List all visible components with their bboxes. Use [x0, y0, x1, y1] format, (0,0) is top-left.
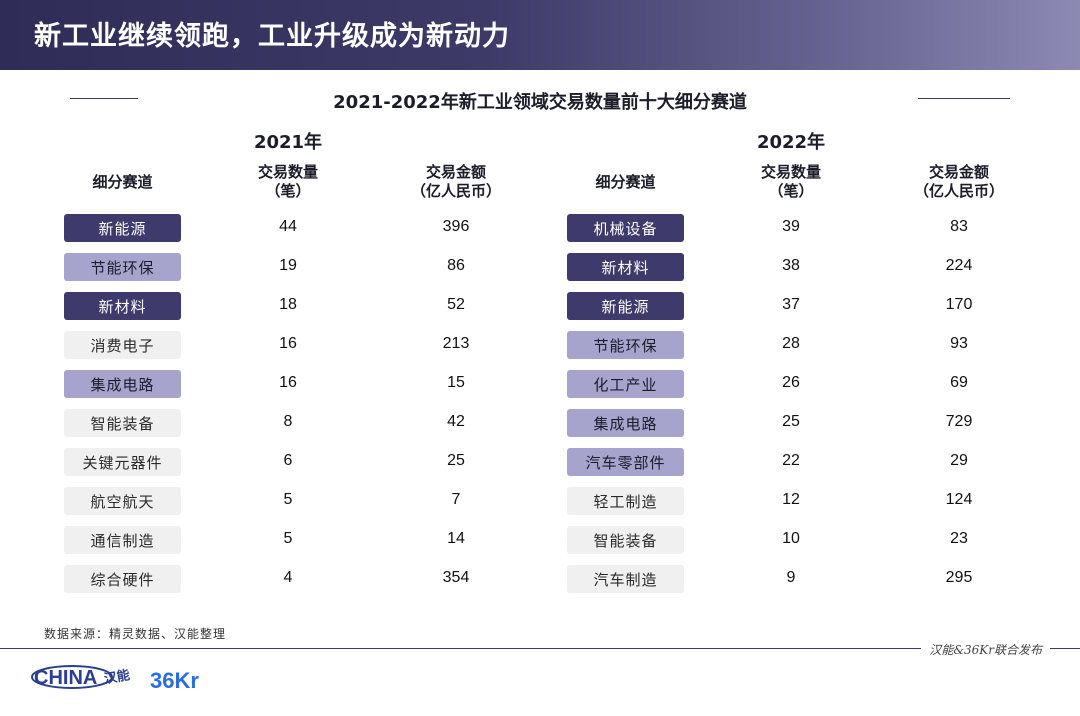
amount-value: 729 — [945, 413, 973, 430]
count-value: 12 — [782, 491, 800, 508]
amount-value: 25 — [447, 452, 465, 469]
count-value: 26 — [782, 374, 800, 391]
count-value: 44 — [279, 218, 297, 235]
track-badge: 节能环保 — [64, 253, 181, 281]
amount-value: 354 — [442, 569, 470, 586]
count-value: 38 — [782, 257, 800, 274]
amount-value: 170 — [945, 296, 973, 313]
count-value: 16 — [279, 374, 297, 391]
count-value: 28 — [782, 335, 800, 352]
amount-value: 23 — [950, 530, 968, 547]
track-badge: 轻工制造 — [567, 487, 684, 515]
36kr-logo: 36Kr — [150, 668, 199, 693]
title-left-rule — [70, 98, 138, 99]
china-hanneng-logo: CHINA 汉能 — [31, 665, 130, 689]
data-source: 数据来源：精灵数据、汉能整理 — [44, 627, 227, 641]
header-amount: 交易金额 （亿人民币） — [386, 163, 526, 201]
amount-value: 93 — [950, 335, 968, 352]
count-value: 16 — [279, 335, 297, 352]
header-count: 交易数量 （笔） — [731, 163, 851, 201]
svg-text:36Kr: 36Kr — [150, 668, 199, 693]
amount-value: 42 — [447, 413, 465, 430]
count-value: 19 — [279, 257, 297, 274]
year-label: 2021年 — [253, 132, 323, 153]
header-track: 细分赛道 — [92, 173, 153, 191]
amount-value: 15 — [447, 374, 465, 391]
header-banner: 新工业继续领跑，工业升级成为新动力 — [0, 0, 1080, 70]
track-badge: 汽车制造 — [567, 565, 684, 593]
table-title: 2021-2022年新工业领域交易数量前十大细分赛道 — [333, 92, 747, 113]
header-count-line2: （笔） — [768, 182, 814, 200]
track-badge: 智能装备 — [64, 409, 181, 437]
amount-value: 69 — [950, 374, 968, 391]
track-badge: 节能环保 — [567, 331, 684, 359]
track-badge: 汽车零部件 — [567, 448, 684, 476]
header-count: 交易数量 （笔） — [228, 163, 348, 201]
count-value: 5 — [283, 491, 293, 508]
count-value: 18 — [279, 296, 297, 313]
track-badge: 集成电路 — [567, 409, 684, 437]
header-amount-line2: （亿人民币） — [410, 182, 501, 200]
header-track: 细分赛道 — [595, 173, 656, 191]
track-badge: 机械设备 — [567, 214, 684, 242]
track-badge: 通信制造 — [64, 526, 181, 554]
title-right-rule — [918, 98, 1010, 99]
count-value: 9 — [786, 569, 796, 586]
amount-value: 295 — [945, 569, 973, 586]
header-amount-line1: 交易金额 — [425, 163, 486, 181]
count-value: 22 — [782, 452, 800, 469]
amount-value: 396 — [442, 218, 470, 235]
footer-note: 汉能&36Kr联合发布 — [921, 641, 1050, 658]
amount-value: 213 — [442, 335, 470, 352]
count-value: 25 — [782, 413, 800, 430]
amount-value: 29 — [950, 452, 968, 469]
svg-text:CHINA: CHINA — [34, 667, 97, 689]
track-badge: 新材料 — [64, 292, 181, 320]
header-amount-line1: 交易金额 — [928, 163, 989, 181]
amount-value: 52 — [447, 296, 465, 313]
count-value: 4 — [283, 569, 293, 586]
footer-rule — [0, 648, 1080, 649]
track-badge: 综合硬件 — [64, 565, 181, 593]
amount-value: 14 — [447, 530, 465, 547]
page-title: 新工业继续领跑，工业升级成为新动力 — [34, 21, 510, 52]
count-value: 37 — [782, 296, 800, 313]
track-badge: 新能源 — [567, 292, 684, 320]
header-count-line2: （笔） — [265, 182, 311, 200]
year-label: 2022年 — [756, 132, 826, 153]
count-value: 10 — [782, 530, 800, 547]
track-badge: 智能装备 — [567, 526, 684, 554]
count-value: 6 — [283, 452, 293, 469]
track-badge: 新能源 — [64, 214, 181, 242]
amount-value: 224 — [945, 257, 973, 274]
track-badge: 集成电路 — [64, 370, 181, 398]
track-badge: 化工产业 — [567, 370, 684, 398]
amount-value: 86 — [447, 257, 465, 274]
count-value: 8 — [283, 413, 293, 430]
track-badge: 新材料 — [567, 253, 684, 281]
amount-value: 83 — [950, 218, 968, 235]
header-count-line1: 交易数量 — [760, 163, 821, 181]
track-badge: 航空航天 — [64, 487, 181, 515]
header-amount: 交易金额 （亿人民币） — [889, 163, 1029, 201]
svg-text:汉能: 汉能 — [103, 667, 130, 687]
header-amount-line2: （亿人民币） — [913, 182, 1004, 200]
amount-value: 124 — [945, 491, 973, 508]
track-badge: 关键元器件 — [64, 448, 181, 476]
amount-value: 7 — [451, 491, 461, 508]
header-count-line1: 交易数量 — [257, 163, 318, 181]
count-value: 39 — [782, 218, 800, 235]
count-value: 5 — [283, 530, 293, 547]
track-badge: 消费电子 — [64, 331, 181, 359]
